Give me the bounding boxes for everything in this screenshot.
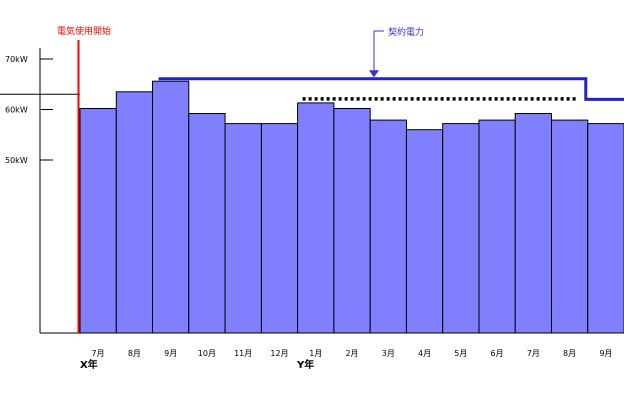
usage-start-label: 電気使用開始 <box>57 25 111 37</box>
month-label-9: 3月 <box>382 349 395 358</box>
bar-3 <box>152 80 190 334</box>
contract-power-callout: 契約電力 <box>369 26 424 78</box>
year-label-x: X年 <box>80 358 98 371</box>
contract-callout-leader <box>373 30 384 73</box>
bar-13 <box>514 113 552 334</box>
y-tick-label-50: 50kW <box>5 156 28 165</box>
bar-14 <box>551 119 589 334</box>
bar-11 <box>442 123 480 334</box>
month-label-12: 6月 <box>491 349 504 358</box>
month-labels-group: 7月 8月 9月 10月 11月 12月 1月 2月 3月 4月 5月 6月 7月 8月 9月 <box>92 349 613 358</box>
month-label-10: 4月 <box>418 349 431 358</box>
contract-callout-arrowhead <box>369 70 379 78</box>
year-label-y: Y年 <box>296 358 314 371</box>
month-label-3: 9月 <box>164 349 177 358</box>
month-label-1: 7月 <box>92 349 105 358</box>
bars-group <box>79 80 624 334</box>
month-label-13: 7月 <box>527 349 540 358</box>
bar-12 <box>478 119 516 334</box>
bar-7 <box>297 102 335 334</box>
bar-9 <box>369 119 407 334</box>
contract-power-label: 契約電力 <box>388 26 424 38</box>
month-label-6: 12月 <box>270 349 288 358</box>
y-ticks-group: 70kW 60kW 50kW <box>5 55 53 165</box>
bar-2 <box>115 91 154 334</box>
month-label-8: 2月 <box>345 349 358 358</box>
month-label-7: 1月 <box>309 349 322 358</box>
month-label-15: 9月 <box>599 349 612 358</box>
bar-5 <box>224 123 262 334</box>
bar-6 <box>260 123 299 334</box>
month-label-5: 11月 <box>234 349 252 358</box>
contract-power-line <box>158 77 624 101</box>
bar-15 <box>587 123 624 334</box>
bar-4 <box>188 113 226 334</box>
y-tick-label-60: 60kW <box>5 106 28 115</box>
bar-1 <box>79 108 117 334</box>
bar-10 <box>405 129 444 334</box>
month-label-2: 8月 <box>128 349 141 358</box>
month-label-4: 10月 <box>198 349 216 358</box>
y-tick-label-70: 70kW <box>5 55 28 64</box>
bar-8 <box>333 108 371 334</box>
month-label-14: 8月 <box>563 349 576 358</box>
month-label-11: 5月 <box>454 349 467 358</box>
